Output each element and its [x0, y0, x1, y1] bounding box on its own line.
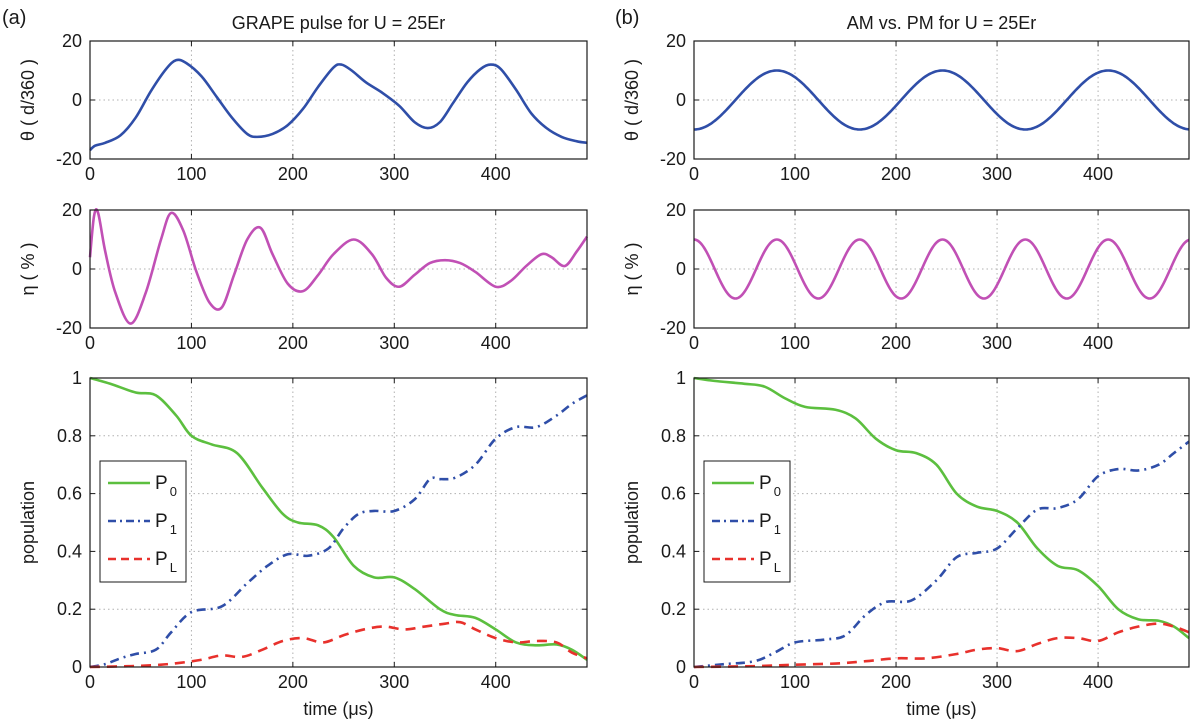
x-tick-label: 400 [481, 333, 511, 353]
y-tick-label: 0 [72, 259, 82, 279]
x-tick-label: 0 [689, 333, 699, 353]
x-axis-label: time (μs) [303, 699, 373, 719]
x-axis-label: time (μs) [906, 699, 976, 719]
x-tick-label: 200 [278, 672, 308, 692]
chart-5: 0 100 200 300 400 0 0.2 0.4 0.6 0.8 1 population tim… [622, 368, 1190, 719]
series-line-0 [693, 238, 1190, 300]
x-tick-label: 300 [982, 164, 1012, 184]
series-line-2 [89, 620, 588, 669]
x-tick-label: 400 [1083, 333, 1113, 353]
y-tick-label: 1 [676, 368, 686, 388]
y-tick-label: 20 [666, 200, 686, 220]
plot-frame [89, 377, 588, 668]
y-tick-label: 1 [72, 368, 82, 388]
x-tick-label: 100 [176, 333, 206, 353]
y-tick-label: 0.6 [661, 484, 686, 504]
x-tick-label: 0 [85, 333, 95, 353]
series-line-1 [89, 394, 588, 669]
x-tick-label: 300 [379, 672, 409, 692]
x-tick-label: 400 [1083, 164, 1113, 184]
x-tick-label: 400 [1083, 672, 1113, 692]
panel-label-b: (b) [615, 7, 639, 29]
y-axis-label: η ( % ) [622, 242, 642, 295]
y-tick-label: -20 [660, 149, 686, 169]
series-line-0 [693, 69, 1190, 131]
x-tick-label: 300 [982, 672, 1012, 692]
y-tick-label: 0.2 [57, 599, 82, 619]
x-tick-label: 100 [780, 672, 810, 692]
y-tick-label: 0 [676, 90, 686, 110]
x-tick-label: 200 [881, 164, 911, 184]
series-line-0 [88, 208, 589, 325]
x-tick-label: 400 [481, 164, 511, 184]
x-tick-label: 200 [278, 164, 308, 184]
x-tick-label: 0 [689, 672, 699, 692]
panel-label-a: (a) [2, 7, 26, 29]
y-tick-label: 0 [676, 259, 686, 279]
y-tick-label: 20 [62, 200, 82, 220]
x-tick-label: 200 [881, 672, 911, 692]
y-tick-label: 0.4 [661, 541, 686, 561]
x-tick-label: 300 [379, 164, 409, 184]
x-tick-label: 0 [85, 672, 95, 692]
series-line-1 [693, 440, 1190, 669]
x-tick-label: 200 [278, 333, 308, 353]
y-tick-label: 0.2 [661, 599, 686, 619]
y-tick-label: -20 [660, 318, 686, 338]
y-axis-label: population [18, 481, 38, 564]
y-tick-label: 20 [62, 31, 82, 51]
chart-2: 0 100 200 300 400 0 0.2 0.4 0.6 0.8 1 population tim… [18, 368, 588, 719]
y-tick-label: 0.6 [57, 484, 82, 504]
series-line-0 [89, 58, 588, 152]
y-tick-label: 0.4 [57, 541, 82, 561]
y-axis-label: population [622, 481, 642, 564]
x-tick-label: 0 [85, 164, 95, 184]
legend: P 0 P 1 P L [99, 460, 187, 583]
series-line-0 [89, 376, 588, 661]
series-line-0 [693, 376, 1190, 640]
y-axis-label: θ ( d/360 ) [18, 59, 38, 141]
series-line-2 [693, 622, 1190, 669]
x-tick-label: 400 [481, 672, 511, 692]
y-tick-label: 20 [666, 31, 686, 51]
x-tick-label: 100 [176, 672, 206, 692]
x-tick-label: 200 [881, 333, 911, 353]
x-tick-label: 100 [176, 164, 206, 184]
y-tick-label: 0.8 [57, 426, 82, 446]
chart-title: AM vs. PM for U = 25Er [847, 13, 1037, 33]
y-tick-label: -20 [56, 318, 82, 338]
y-axis-label: η ( % ) [18, 242, 38, 295]
y-tick-label: 0 [72, 90, 82, 110]
y-tick-label: 0 [72, 657, 82, 677]
legend: P 0 P 1 P L [703, 460, 791, 583]
x-tick-label: 100 [780, 164, 810, 184]
x-tick-label: 0 [689, 164, 699, 184]
y-tick-label: 0 [676, 657, 686, 677]
y-axis-label: θ ( d/360 ) [622, 59, 642, 141]
plot-frame [693, 377, 1190, 668]
y-tick-label: -20 [56, 149, 82, 169]
y-tick-label: 0.8 [661, 426, 686, 446]
x-tick-label: 100 [780, 333, 810, 353]
x-tick-label: 300 [379, 333, 409, 353]
chart-title: GRAPE pulse for U = 25Er [232, 13, 446, 33]
x-tick-label: 300 [982, 333, 1012, 353]
